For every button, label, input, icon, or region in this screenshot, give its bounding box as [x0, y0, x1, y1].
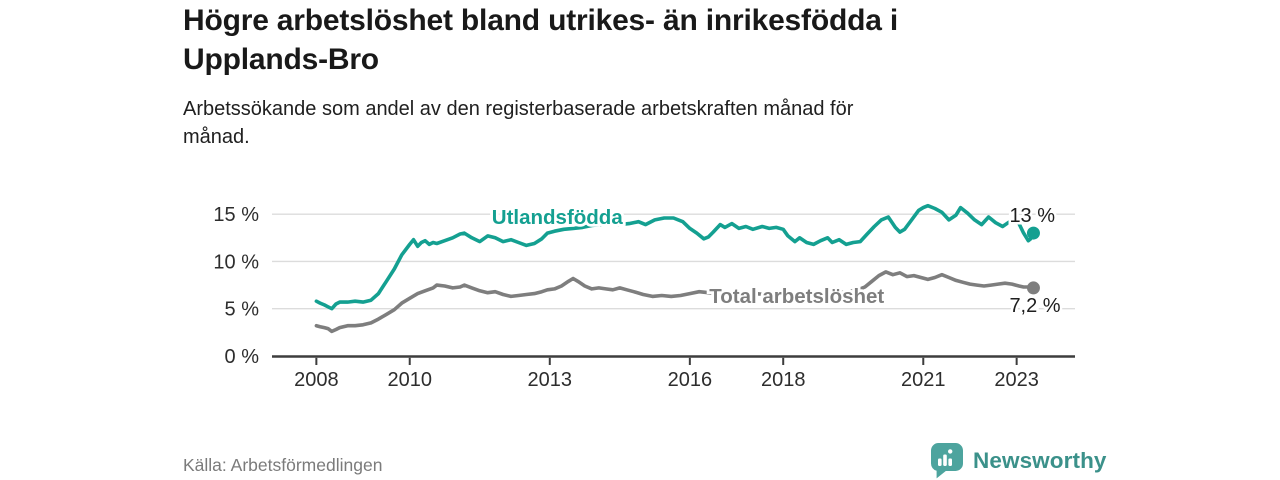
x-tick-label: 2013	[528, 369, 573, 391]
x-tick-label: 2016	[668, 369, 713, 391]
series-end-value-label-utlandsfodda: 13 %	[1009, 205, 1055, 227]
brand-wordmark: Newsworthy	[973, 447, 1107, 473]
series-line-total-arbetsloshet	[314, 270, 1036, 334]
x-tick-label: 2010	[387, 369, 432, 391]
chart-subtitle-line1: Arbetssökande som andel av den registerb…	[183, 98, 854, 120]
chart-subtitle: Arbetssökande som andel av den registerb…	[183, 95, 853, 151]
source-note: Källa: Arbetsförmedlingen	[183, 455, 383, 475]
series-label-utlandsfodda: Utlandsfödda	[492, 206, 624, 229]
x-tick-label: 2008	[294, 369, 339, 391]
speech-bubble-shape	[930, 443, 963, 479]
x-tick-label: 2018	[761, 369, 806, 391]
y-tick-label: 5 %	[225, 299, 260, 321]
chart-subtitle-line2: månad.	[183, 126, 250, 148]
series-end-dot-total-arbetsloshet	[1026, 281, 1040, 295]
x-tick-label: 2021	[901, 369, 946, 391]
series-line-utlandsfodda	[314, 203, 1036, 311]
y-tick-label: 15 %	[213, 204, 259, 226]
y-tick-label: 0 %	[225, 346, 260, 368]
chart-title-line2: Upplands-Bro	[183, 43, 379, 76]
y-tick-label: 10 %	[213, 251, 259, 273]
series-label-total-arbetsloshet: Total arbetslöshet	[709, 285, 884, 308]
newsworthy-logo: Newsworthy	[930, 442, 1107, 479]
chart-title-line1: Högre arbetslöshet bland utrikes- än inr…	[183, 4, 898, 37]
newsworthy-bar-chart-icon	[930, 443, 963, 479]
chart-title: Högre arbetslöshet bland utrikes- än inr…	[183, 1, 898, 79]
x-tick-label: 2023	[994, 369, 1039, 391]
mini-bar-chart-glyph	[938, 449, 953, 466]
series-end-value-label-total-arbetsloshet: 7,2 %	[1009, 295, 1060, 317]
series-end-dot-utlandsfodda	[1026, 226, 1040, 240]
